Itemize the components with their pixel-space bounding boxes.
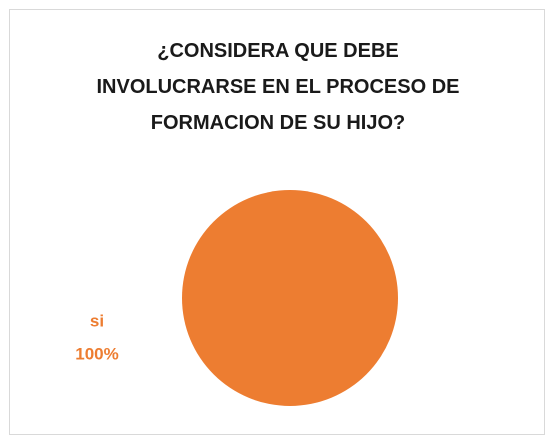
slice-category-label: si: [90, 311, 104, 330]
slice-value-label: 100%: [75, 344, 118, 363]
chart-frame: [9, 9, 545, 435]
chart-title: ¿CONSIDERA QUE DEBE INVOLUCRARSE EN EL P…: [96, 40, 460, 134]
pie-slice: [182, 190, 398, 406]
